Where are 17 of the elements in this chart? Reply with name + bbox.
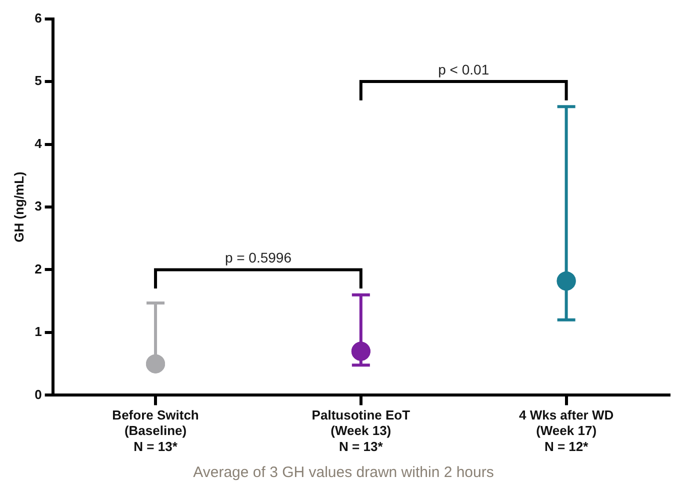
- y-tick-label: 1: [34, 324, 42, 340]
- point: [556, 272, 576, 291]
- x-tick-label: Before Switch (Baseline) N = 13*: [112, 408, 199, 454]
- y-tick-label: 0: [34, 386, 42, 402]
- y-tick-label: 3: [34, 198, 42, 214]
- y-tick-label: 2: [34, 261, 42, 276]
- y-tick-label: 6: [34, 10, 42, 26]
- y-tick-label: 4: [34, 136, 43, 151]
- x-tick-label: 4 Wks after WD (Week 17) N = 12*: [518, 408, 614, 454]
- annotation: p = 0.5996: [224, 250, 292, 266]
- annotation: p < 0.01: [438, 61, 490, 78]
- point: [146, 354, 166, 374]
- point: [351, 342, 370, 361]
- text: Average of 3 GH values drawn within 2 hours: [192, 464, 495, 481]
- x-tick-label: Paltusotine EoT (Week 13) N = 13*: [312, 408, 410, 454]
- y-tick-label: 5: [34, 73, 42, 88]
- y-axis-title: GH (ng/mL): [11, 172, 26, 242]
